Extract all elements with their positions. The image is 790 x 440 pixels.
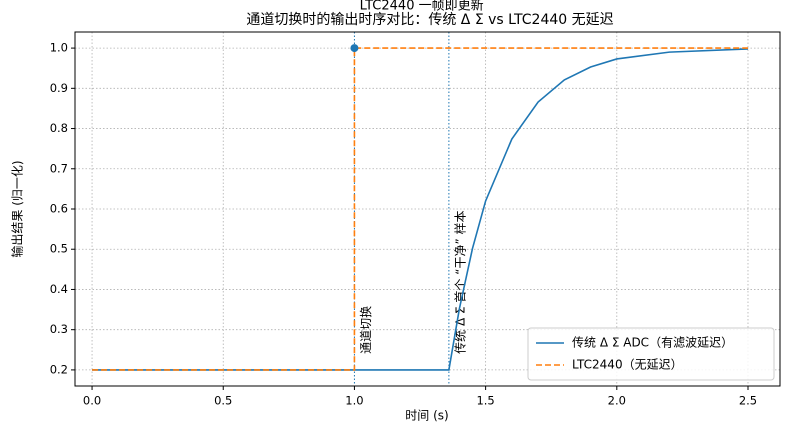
x-tick-label: 2.0 bbox=[608, 394, 626, 408]
x-axis-label: 时间 (s) bbox=[405, 409, 448, 423]
legend-label: 传统 Δ Σ ADC（有滤波延迟） bbox=[572, 335, 733, 350]
x-tick-label: 0.0 bbox=[83, 394, 101, 408]
x-tick-label: 0.5 bbox=[214, 394, 232, 408]
plot-frame bbox=[74, 31, 781, 387]
y-tick-label: 1.0 bbox=[50, 41, 68, 55]
y-tick-label: 0.2 bbox=[50, 362, 68, 376]
y-tick-label: 0.3 bbox=[50, 322, 68, 336]
event-label: 通道切换 bbox=[359, 306, 373, 354]
series-line bbox=[92, 47, 748, 371]
y-tick-label: 0.4 bbox=[50, 282, 68, 296]
y-tick-label: 0.9 bbox=[50, 81, 68, 95]
legend-label: LTC2440（无延迟） bbox=[572, 358, 683, 372]
series-line bbox=[92, 48, 749, 371]
x-tick-label: 1.0 bbox=[345, 394, 363, 408]
y-tick-label: 0.6 bbox=[50, 202, 68, 216]
y-axis-label: 输出结果 (归一化) bbox=[10, 160, 25, 257]
y-tick-label: 0.7 bbox=[50, 161, 68, 175]
x-tick-label: 1.5 bbox=[476, 394, 494, 408]
event-label: 传统 Δ Σ 首个 “干净” 样本 bbox=[452, 211, 467, 354]
chart-title: 通道切换时的输出时序对比：传统 Δ Σ vs LTC2440 无延迟 bbox=[246, 11, 613, 28]
legend: 传统 Δ Σ ADC（有滤波延迟） LTC2440（无延迟） bbox=[527, 327, 775, 381]
legend-box bbox=[527, 327, 775, 381]
y-tick-label: 0.5 bbox=[50, 242, 68, 256]
marker bbox=[350, 44, 359, 53]
annotation: LTC2440 一帧即更新 bbox=[360, 0, 484, 13]
x-tick-label: 2.5 bbox=[739, 394, 757, 408]
y-tick-label: 0.8 bbox=[50, 121, 68, 135]
